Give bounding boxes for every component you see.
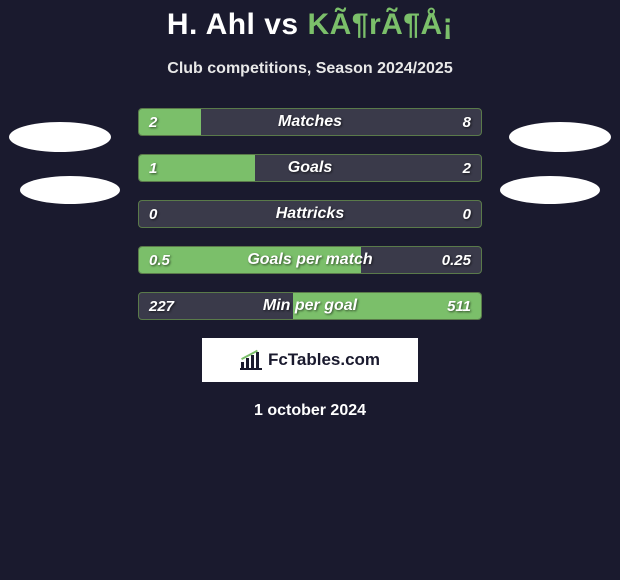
- stat-row-goals: 1 Goals 2: [138, 154, 482, 182]
- player-right-avatar-2: [500, 176, 600, 204]
- stat-right-value: 0.25: [432, 247, 481, 273]
- stat-left-value: 0: [139, 201, 167, 227]
- stat-right-value: 8: [453, 109, 481, 135]
- bar-chart-icon: [240, 350, 262, 370]
- stat-right-value: 0: [453, 201, 481, 227]
- player-left-name: H. Ahl: [167, 8, 256, 41]
- stat-left-value: 227: [139, 293, 184, 319]
- player-left-avatar-2: [20, 176, 120, 204]
- brand-logo-box[interactable]: FcTables.com: [202, 338, 418, 382]
- player-right-name: KÃ¶rÃ¶Å¡: [307, 8, 453, 41]
- player-left-avatar-1: [9, 122, 111, 152]
- snapshot-date: 1 october 2024: [0, 402, 620, 420]
- bar-fill-left: [139, 109, 201, 135]
- vs-label: vs: [264, 8, 298, 41]
- stat-right-value: 2: [453, 155, 481, 181]
- bar-fill-right: [293, 293, 481, 319]
- stat-row-goals-per-match: 0.5 Goals per match 0.25: [138, 246, 482, 274]
- stat-bars: 2 Matches 8 1 Goals 2 0 Hattricks 0 0.5 …: [138, 108, 482, 320]
- competition-subtitle: Club competitions, Season 2024/2025: [0, 60, 620, 78]
- bar-fill-left: [139, 155, 255, 181]
- bar-fill-left: [139, 247, 361, 273]
- stat-label: Hattricks: [139, 201, 481, 227]
- page-title: H. Ahl vs KÃ¶rÃ¶Å¡: [0, 8, 620, 42]
- stat-row-min-per-goal: 227 Min per goal 511: [138, 292, 482, 320]
- player-right-avatar-1: [509, 122, 611, 152]
- brand-name: FcTables.com: [268, 350, 380, 370]
- comparison-widget: H. Ahl vs KÃ¶rÃ¶Å¡ Club competitions, Se…: [0, 0, 620, 420]
- stat-row-hattricks: 0 Hattricks 0: [138, 200, 482, 228]
- stat-row-matches: 2 Matches 8: [138, 108, 482, 136]
